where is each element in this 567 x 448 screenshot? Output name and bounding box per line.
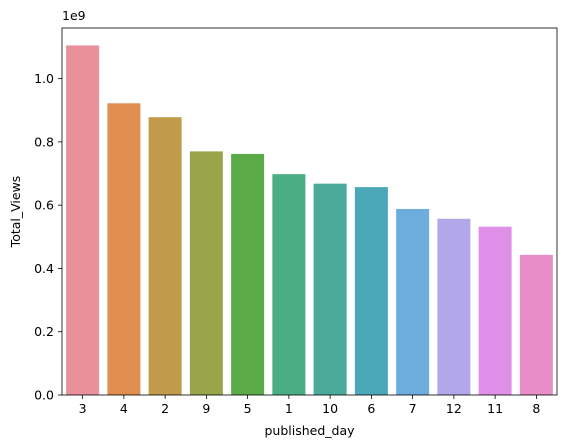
bar-2 bbox=[148, 117, 182, 395]
bars-group bbox=[66, 45, 553, 395]
x-tick-label: 12 bbox=[446, 401, 462, 416]
x-tick-label: 8 bbox=[532, 401, 540, 416]
x-tick-label: 5 bbox=[244, 401, 252, 416]
x-tick-label: 4 bbox=[120, 401, 128, 416]
x-tick-label: 9 bbox=[202, 401, 210, 416]
plot-frame bbox=[61, 27, 558, 396]
x-tick-label: 10 bbox=[322, 401, 338, 416]
bar-6 bbox=[354, 187, 388, 395]
x-tick-label: 7 bbox=[409, 401, 417, 416]
x-tick-label: 1 bbox=[285, 401, 293, 416]
x-tick-label: 2 bbox=[161, 401, 169, 416]
y-tick-label: 0.6 bbox=[34, 198, 54, 213]
y-axis-ticks: 0.0 0.2 0.4 0.6 0.8 1.0 bbox=[34, 71, 62, 403]
y-tick-label: 1.0 bbox=[34, 71, 54, 86]
bar-4 bbox=[107, 103, 141, 395]
bar-12 bbox=[437, 218, 471, 395]
bar-9 bbox=[189, 151, 223, 395]
y-axis-label: Total_Views bbox=[8, 176, 23, 249]
bar-5 bbox=[231, 153, 265, 395]
x-tick-label: 3 bbox=[79, 401, 87, 416]
y-tick-label: 0.4 bbox=[34, 261, 54, 276]
bar-11 bbox=[478, 226, 512, 395]
bar-3 bbox=[66, 45, 100, 395]
y-offset-label: 1e9 bbox=[62, 8, 86, 23]
y-tick-label: 0.0 bbox=[34, 388, 54, 403]
x-tick-label: 6 bbox=[367, 401, 375, 416]
bar-10 bbox=[313, 183, 347, 395]
bar-7 bbox=[396, 208, 430, 395]
bar-8 bbox=[519, 254, 553, 395]
y-tick-label: 0.8 bbox=[34, 134, 54, 149]
bar-1 bbox=[272, 174, 306, 395]
x-axis-label: published_day bbox=[264, 423, 355, 438]
y-tick-label: 0.2 bbox=[34, 324, 54, 339]
x-axis-ticks: 3 4 2 9 5 1 10 6 7 12 11 8 bbox=[79, 395, 540, 416]
x-tick-label: 11 bbox=[487, 401, 503, 416]
